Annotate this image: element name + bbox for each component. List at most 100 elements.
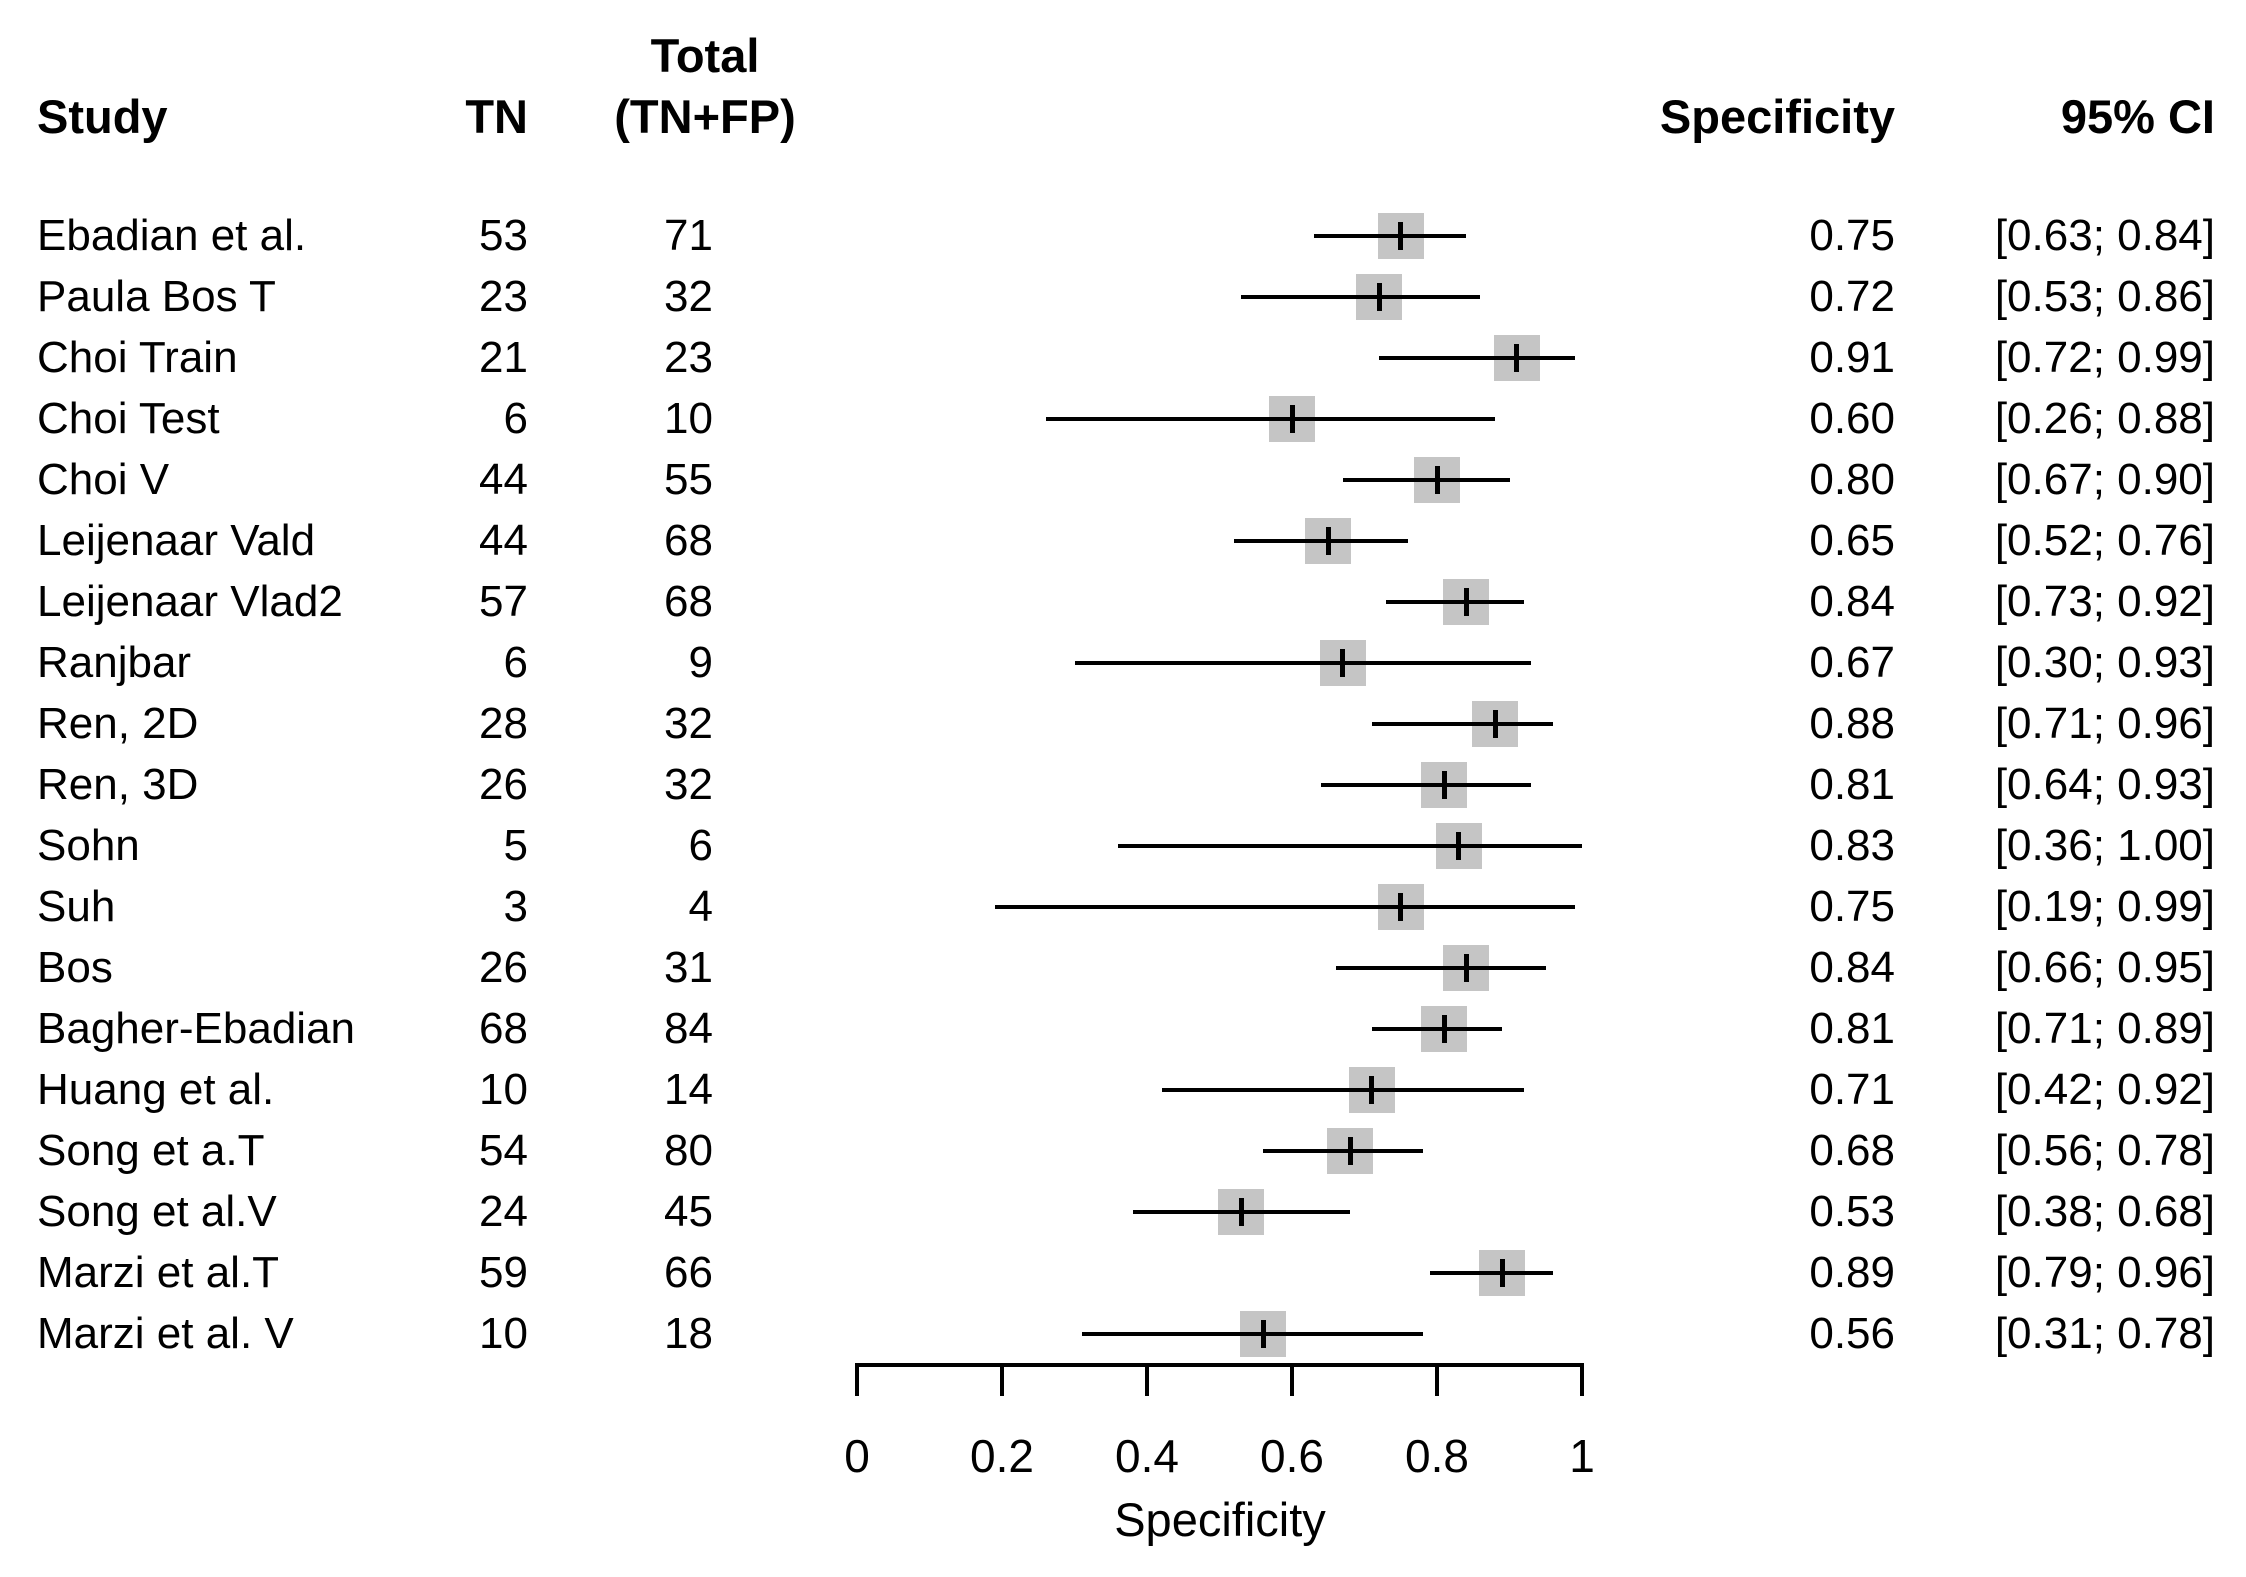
total-value: 32	[664, 760, 713, 809]
x-axis-line	[855, 1363, 1584, 1367]
total-value: 6	[688, 821, 713, 870]
specificity-value: 0.72	[1809, 272, 1895, 321]
column-header-specificity: Specificity	[1659, 90, 1895, 143]
x-axis-tick-label: 0.2	[970, 1430, 1034, 1482]
ci-value: [0.26; 0.88]	[1994, 394, 2215, 443]
study-name: Choi Train	[37, 333, 238, 382]
ci-line	[1371, 1027, 1503, 1031]
tn-value: 44	[479, 455, 528, 504]
tn-value: 5	[503, 821, 528, 870]
point-estimate-tick	[1434, 466, 1440, 494]
study-name: Sohn	[37, 821, 140, 870]
tn-value: 3	[503, 882, 528, 931]
specificity-value: 0.75	[1809, 211, 1895, 260]
specificity-value: 0.68	[1809, 1126, 1895, 1175]
x-axis-title: Specificity	[1114, 1493, 1326, 1546]
specificity-value: 0.81	[1809, 1004, 1895, 1053]
ci-line	[1045, 417, 1495, 421]
column-header-tn: TN	[465, 90, 528, 143]
study-name: Bos	[37, 943, 113, 992]
ci-line	[1371, 722, 1554, 726]
point-estimate-tick	[1499, 1259, 1505, 1287]
x-axis-tick	[1290, 1363, 1294, 1396]
study-name: Marzi et al. V	[37, 1309, 294, 1358]
point-estimate-tick	[1514, 344, 1520, 372]
point-estimate-tick	[1289, 405, 1295, 433]
specificity-value: 0.80	[1809, 455, 1895, 504]
ci-line	[1386, 600, 1525, 604]
total-value: 68	[664, 577, 713, 626]
total-value: 55	[664, 455, 713, 504]
point-estimate-tick	[1441, 771, 1447, 799]
study-name: Ren, 2D	[37, 699, 199, 748]
tn-value: 59	[479, 1248, 528, 1297]
x-axis-tick-label: 0.6	[1260, 1430, 1324, 1482]
x-axis-tick	[1000, 1363, 1004, 1396]
specificity-value: 0.84	[1809, 577, 1895, 626]
ci-value: [0.56; 0.78]	[1994, 1126, 2215, 1175]
tn-value: 44	[479, 516, 528, 565]
study-name: Ren, 3D	[37, 760, 199, 809]
point-estimate-tick	[1369, 1076, 1375, 1104]
x-axis-tick-label: 0	[844, 1430, 870, 1482]
study-name: Huang et al.	[37, 1065, 275, 1114]
ci-value: [0.53; 0.86]	[1994, 272, 2215, 321]
point-estimate-tick	[1398, 893, 1404, 921]
column-header-ci: 95% CI	[2060, 90, 2215, 143]
specificity-value: 0.91	[1809, 333, 1895, 382]
x-axis-tick	[1435, 1363, 1439, 1396]
specificity-value: 0.67	[1809, 638, 1895, 687]
total-value: 18	[664, 1309, 713, 1358]
ci-line	[1118, 844, 1582, 848]
ci-line	[1429, 1271, 1553, 1275]
specificity-value: 0.75	[1809, 882, 1895, 931]
total-value: 23	[664, 333, 713, 382]
study-name: Choi Test	[37, 394, 220, 443]
total-value: 71	[664, 211, 713, 260]
specificity-value: 0.81	[1809, 760, 1895, 809]
ci-value: [0.30; 0.93]	[1994, 638, 2215, 687]
tn-value: 6	[503, 638, 528, 687]
ci-line	[1081, 1332, 1423, 1336]
specificity-value: 0.56	[1809, 1309, 1895, 1358]
tn-value: 28	[479, 699, 528, 748]
column-header-total-line2: (TN+FP)	[614, 90, 796, 143]
ci-line	[1335, 966, 1546, 970]
ci-value: [0.66; 0.95]	[1994, 943, 2215, 992]
specificity-value: 0.88	[1809, 699, 1895, 748]
ci-value: [0.38; 0.68]	[1994, 1187, 2215, 1236]
ci-value: [0.72; 0.99]	[1994, 333, 2215, 382]
specificity-value: 0.60	[1809, 394, 1895, 443]
ci-value: [0.42; 0.92]	[1994, 1065, 2215, 1114]
total-value: 9	[688, 638, 713, 687]
ci-line	[994, 905, 1575, 909]
total-value: 45	[664, 1187, 713, 1236]
ci-line	[1342, 478, 1510, 482]
ci-line	[1313, 234, 1466, 238]
tn-value: 6	[503, 394, 528, 443]
specificity-value: 0.71	[1809, 1065, 1895, 1114]
ci-line	[1379, 356, 1575, 360]
x-axis-tick	[855, 1363, 859, 1396]
tn-value: 23	[479, 272, 528, 321]
tn-value: 24	[479, 1187, 528, 1236]
study-name: Song et al.V	[37, 1187, 277, 1236]
total-value: 32	[664, 699, 713, 748]
study-name: Paula Bos T	[37, 272, 276, 321]
ci-value: [0.67; 0.90]	[1994, 455, 2215, 504]
point-estimate-tick	[1492, 710, 1498, 738]
ci-line	[1241, 295, 1481, 299]
x-axis-tick-label: 1	[1569, 1430, 1595, 1482]
column-header-total-line1: Total	[650, 29, 760, 82]
point-estimate-tick	[1398, 222, 1404, 250]
study-name: Leijenaar Vald	[37, 516, 316, 565]
tn-value: 26	[479, 943, 528, 992]
tn-value: 10	[479, 1309, 528, 1358]
total-value: 10	[664, 394, 713, 443]
tn-value: 53	[479, 211, 528, 260]
specificity-value: 0.53	[1809, 1187, 1895, 1236]
point-estimate-tick	[1340, 649, 1346, 677]
ci-line	[1321, 783, 1532, 787]
ci-value: [0.52; 0.76]	[1994, 516, 2215, 565]
study-name: Choi V	[37, 455, 170, 504]
